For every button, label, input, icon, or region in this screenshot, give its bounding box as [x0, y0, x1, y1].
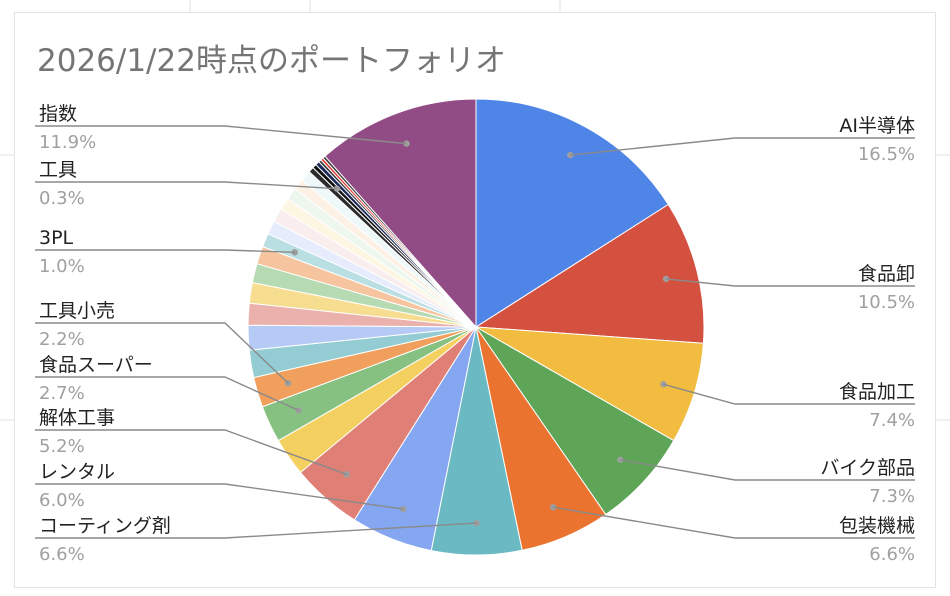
leader-line: [620, 459, 915, 481]
leader-line: [35, 522, 477, 539]
leader-line: [35, 376, 299, 412]
leader-lines: [35, 125, 915, 539]
chart-title: 2026/1/22時点のポートフォリオ: [37, 43, 506, 79]
slice-label-name: コーティング剤: [39, 515, 171, 537]
slice-label-name: 解体工事: [39, 407, 115, 429]
slice-labels: AI半導体 16.5% 食品卸 10.5% 食品加工 7.4% バイク部品 7.3% 包装機械 6…: [39, 103, 915, 565]
slice-label-name: 食品スーパー: [39, 354, 153, 376]
leader-line: [666, 278, 915, 287]
pie-slice[interactable]: [475, 326, 704, 442]
slice-label-percent: 2.7%: [39, 383, 85, 404]
leader-line: [35, 125, 407, 145]
leader-line: [35, 429, 347, 475]
leader-dot: [617, 456, 624, 463]
slice-label-percent: 1.0%: [39, 256, 85, 277]
chart-container[interactable]: 2026/1/22時点のポートフォリオ AI半導体 16.5% 食品卸 10.5% 食品…: [14, 12, 936, 588]
leader-line: [570, 137, 915, 156]
leader-line: [35, 483, 404, 510]
slice-label-name: 食品卸: [858, 263, 915, 285]
leader-line: [663, 383, 915, 405]
slice-label-name: レンタル: [39, 461, 115, 483]
slice-label-name: AI半導体: [839, 115, 915, 137]
leader-line: [553, 506, 915, 539]
pie-slice[interactable]: [324, 98, 477, 329]
slice-label-percent: 11.9%: [39, 132, 96, 153]
leader-line: [35, 181, 338, 190]
slice-label-percent: 16.5%: [858, 144, 915, 165]
leader-line: [35, 322, 289, 384]
slice-label-name: 食品加工: [839, 381, 915, 403]
pie-slices: [247, 98, 705, 556]
slice-label-name: バイク部品: [820, 457, 915, 479]
pie-slice[interactable]: [475, 98, 669, 328]
slice-label-name: 3PL: [39, 227, 74, 249]
leader-line: [35, 249, 295, 254]
slice-label-percent: 7.3%: [869, 486, 915, 507]
slice-label-name: 包装機械: [839, 515, 915, 537]
slice-label-percent: 10.5%: [858, 292, 915, 313]
slice-label-percent: 7.4%: [869, 410, 915, 431]
slice-label-name: 工具: [39, 159, 77, 181]
slice-label-percent: 6.6%: [39, 544, 85, 565]
pie-slice[interactable]: [474, 203, 705, 344]
slice-label-percent: 0.3%: [39, 188, 85, 209]
slice-label-percent: 5.2%: [39, 436, 85, 457]
slice-label-percent: 2.2%: [39, 329, 85, 350]
slice-label-name: 工具小売: [39, 300, 115, 322]
slice-label-percent: 6.6%: [869, 544, 915, 565]
slice-label-name: 指数: [39, 103, 77, 125]
pie-chart[interactable]: 2026/1/22時点のポートフォリオ AI半導体 16.5% 食品卸 10.5% 食品…: [15, 13, 935, 587]
slice-label-percent: 6.0%: [39, 490, 85, 511]
pie-slice[interactable]: [475, 326, 675, 516]
